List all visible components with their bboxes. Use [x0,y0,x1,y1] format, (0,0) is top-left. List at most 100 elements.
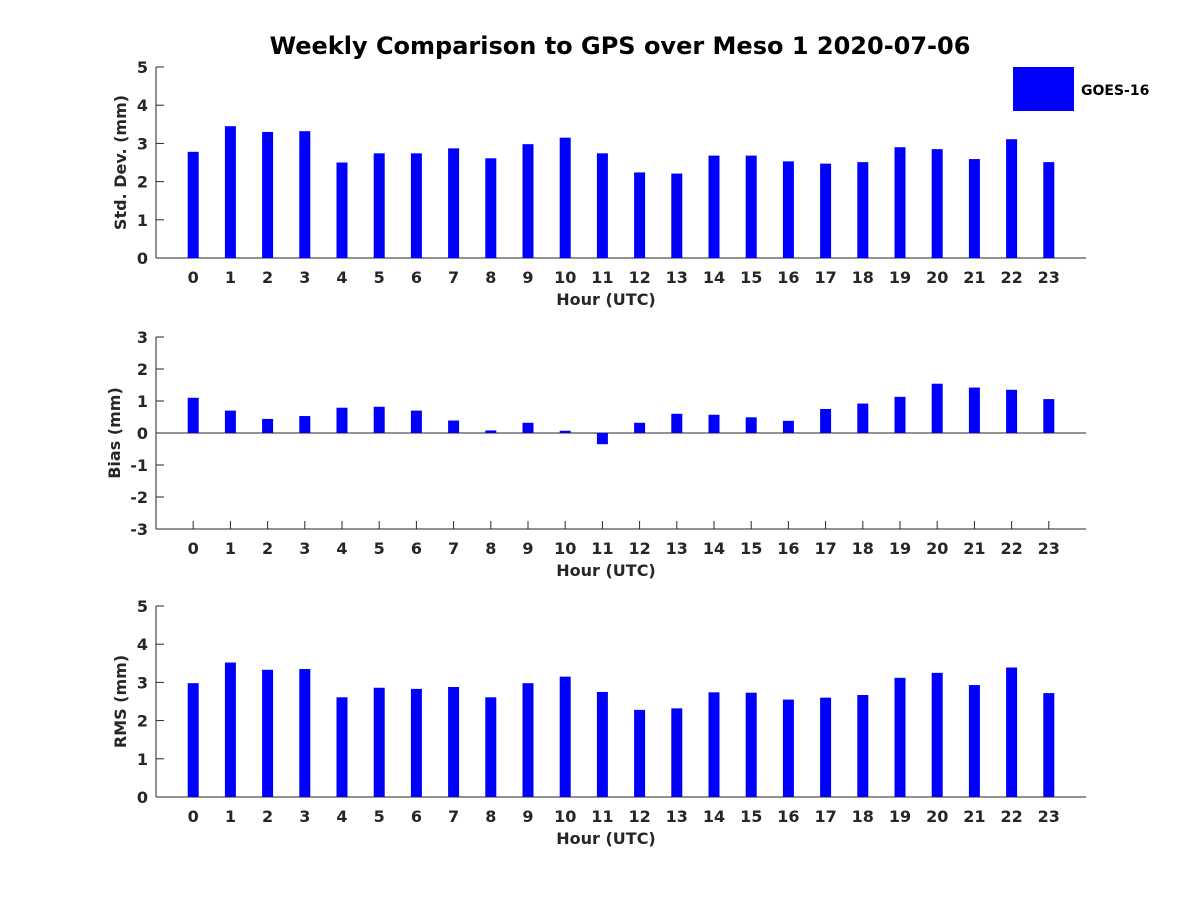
bar-rms-hour-1 [224,662,236,797]
bar-rms-hour-12 [634,709,646,797]
bar-bias-hour-17 [820,409,832,433]
x-tick-label: 16 [777,268,799,287]
bar-rms-hour-11 [596,691,608,797]
x-tick-label: 12 [628,807,650,826]
x-tick-label: 21 [963,539,985,558]
bar-std-hour-10 [559,137,571,258]
bar-bias-hour-11 [596,433,608,445]
legend: GOES-16 [1013,67,1149,111]
x-tick-label: 10 [554,539,576,558]
x-tick-label: 10 [554,807,576,826]
legend-swatch [1013,67,1074,111]
bar-rms-hour-6 [410,688,422,797]
bar-rms-hour-17 [820,697,832,797]
bar-bias-hour-1 [224,410,236,433]
x-tick-label: 3 [299,268,310,287]
x-tick-label: 2 [262,268,273,287]
bar-bias-hour-2 [262,418,274,433]
bar-std-hour-1 [224,126,236,259]
x-tick-label: 22 [1000,807,1022,826]
x-tick-label: 23 [1038,539,1060,558]
x-tick-label: 13 [666,807,688,826]
x-tick-label: 20 [926,539,948,558]
bar-std-hour-3 [299,131,311,258]
x-tick-label: 7 [448,539,459,558]
x-tick-label: 18 [852,539,874,558]
bar-std-hour-19 [894,147,906,258]
x-tick-label: 3 [299,539,310,558]
x-tick-label: 4 [336,268,347,287]
x-tick-label: 12 [628,539,650,558]
bar-rms-hour-4 [336,697,348,797]
bar-bias-hour-10 [559,430,571,433]
x-tick-label: 20 [926,268,948,287]
x-axis-label: Hour (UTC) [556,561,656,580]
x-tick-label: 20 [926,807,948,826]
x-tick-label: 8 [485,268,496,287]
bar-bias-hour-20 [931,383,943,433]
x-tick-label: 6 [411,539,422,558]
y-tick-label: 3 [137,134,148,153]
x-tick-label: 21 [963,268,985,287]
x-tick-label: 4 [336,539,347,558]
x-tick-label: 6 [411,807,422,826]
bar-std-hour-0 [187,151,199,258]
x-tick-label: 12 [628,268,650,287]
x-tick-label: 9 [522,807,533,826]
bar-std-hour-17 [820,163,832,258]
bar-std-hour-12 [634,172,646,258]
bar-std-hour-15 [745,155,757,258]
bar-bias-hour-22 [1006,389,1018,433]
x-tick-label: 1 [225,268,236,287]
x-tick-label: 16 [777,539,799,558]
y-axis-label: RMS (mm) [111,655,130,748]
y-tick-label: 1 [137,750,148,769]
bar-std-hour-18 [857,162,869,258]
bar-std-hour-9 [522,144,534,258]
x-tick-label: 11 [591,807,613,826]
bar-std-hour-23 [1043,162,1055,258]
bar-rms-hour-21 [968,685,980,797]
x-tick-label: 15 [740,539,762,558]
y-tick-label: -3 [130,520,148,539]
chart-title: Weekly Comparison to GPS over Meso 1 202… [270,32,971,60]
x-tick-label: 22 [1000,539,1022,558]
bar-rms-hour-3 [299,669,311,797]
x-tick-label: 2 [262,807,273,826]
bar-std-hour-8 [485,158,497,258]
y-tick-label: -2 [130,488,148,507]
bar-rms-hour-15 [745,692,757,797]
y-tick-label: 4 [137,635,148,654]
x-tick-label: 4 [336,807,347,826]
x-tick-label: 7 [448,268,459,287]
bar-std-hour-13 [671,173,683,258]
y-tick-label: 1 [137,211,148,230]
x-tick-label: 14 [703,807,725,826]
y-tick-label: 3 [137,328,148,347]
bar-bias-hour-0 [187,397,199,433]
y-axis-label: Std. Dev. (mm) [111,95,130,230]
x-tick-label: 18 [852,807,874,826]
bar-bias-hour-15 [745,417,757,433]
bar-rms-hour-16 [782,699,794,797]
x-tick-label: 15 [740,268,762,287]
bar-bias-hour-4 [336,407,348,433]
bar-bias-hour-19 [894,396,906,433]
x-tick-label: 15 [740,807,762,826]
bar-rms-hour-19 [894,677,906,797]
x-tick-label: 7 [448,807,459,826]
y-tick-label: 0 [137,788,148,807]
x-tick-label: 9 [522,268,533,287]
x-axis-label: Hour (UTC) [556,829,656,848]
y-tick-label: 5 [137,58,148,77]
y-tick-label: 2 [137,712,148,731]
bar-rms-hour-2 [262,669,274,797]
bar-bias-hour-3 [299,416,311,433]
bar-rms-hour-8 [485,697,497,797]
bar-std-hour-21 [968,159,980,258]
x-tick-label: 14 [703,539,725,558]
bar-rms-hour-0 [187,683,199,797]
bar-bias-hour-7 [448,420,460,433]
x-tick-label: 6 [411,268,422,287]
bar-rms-hour-18 [857,695,869,797]
